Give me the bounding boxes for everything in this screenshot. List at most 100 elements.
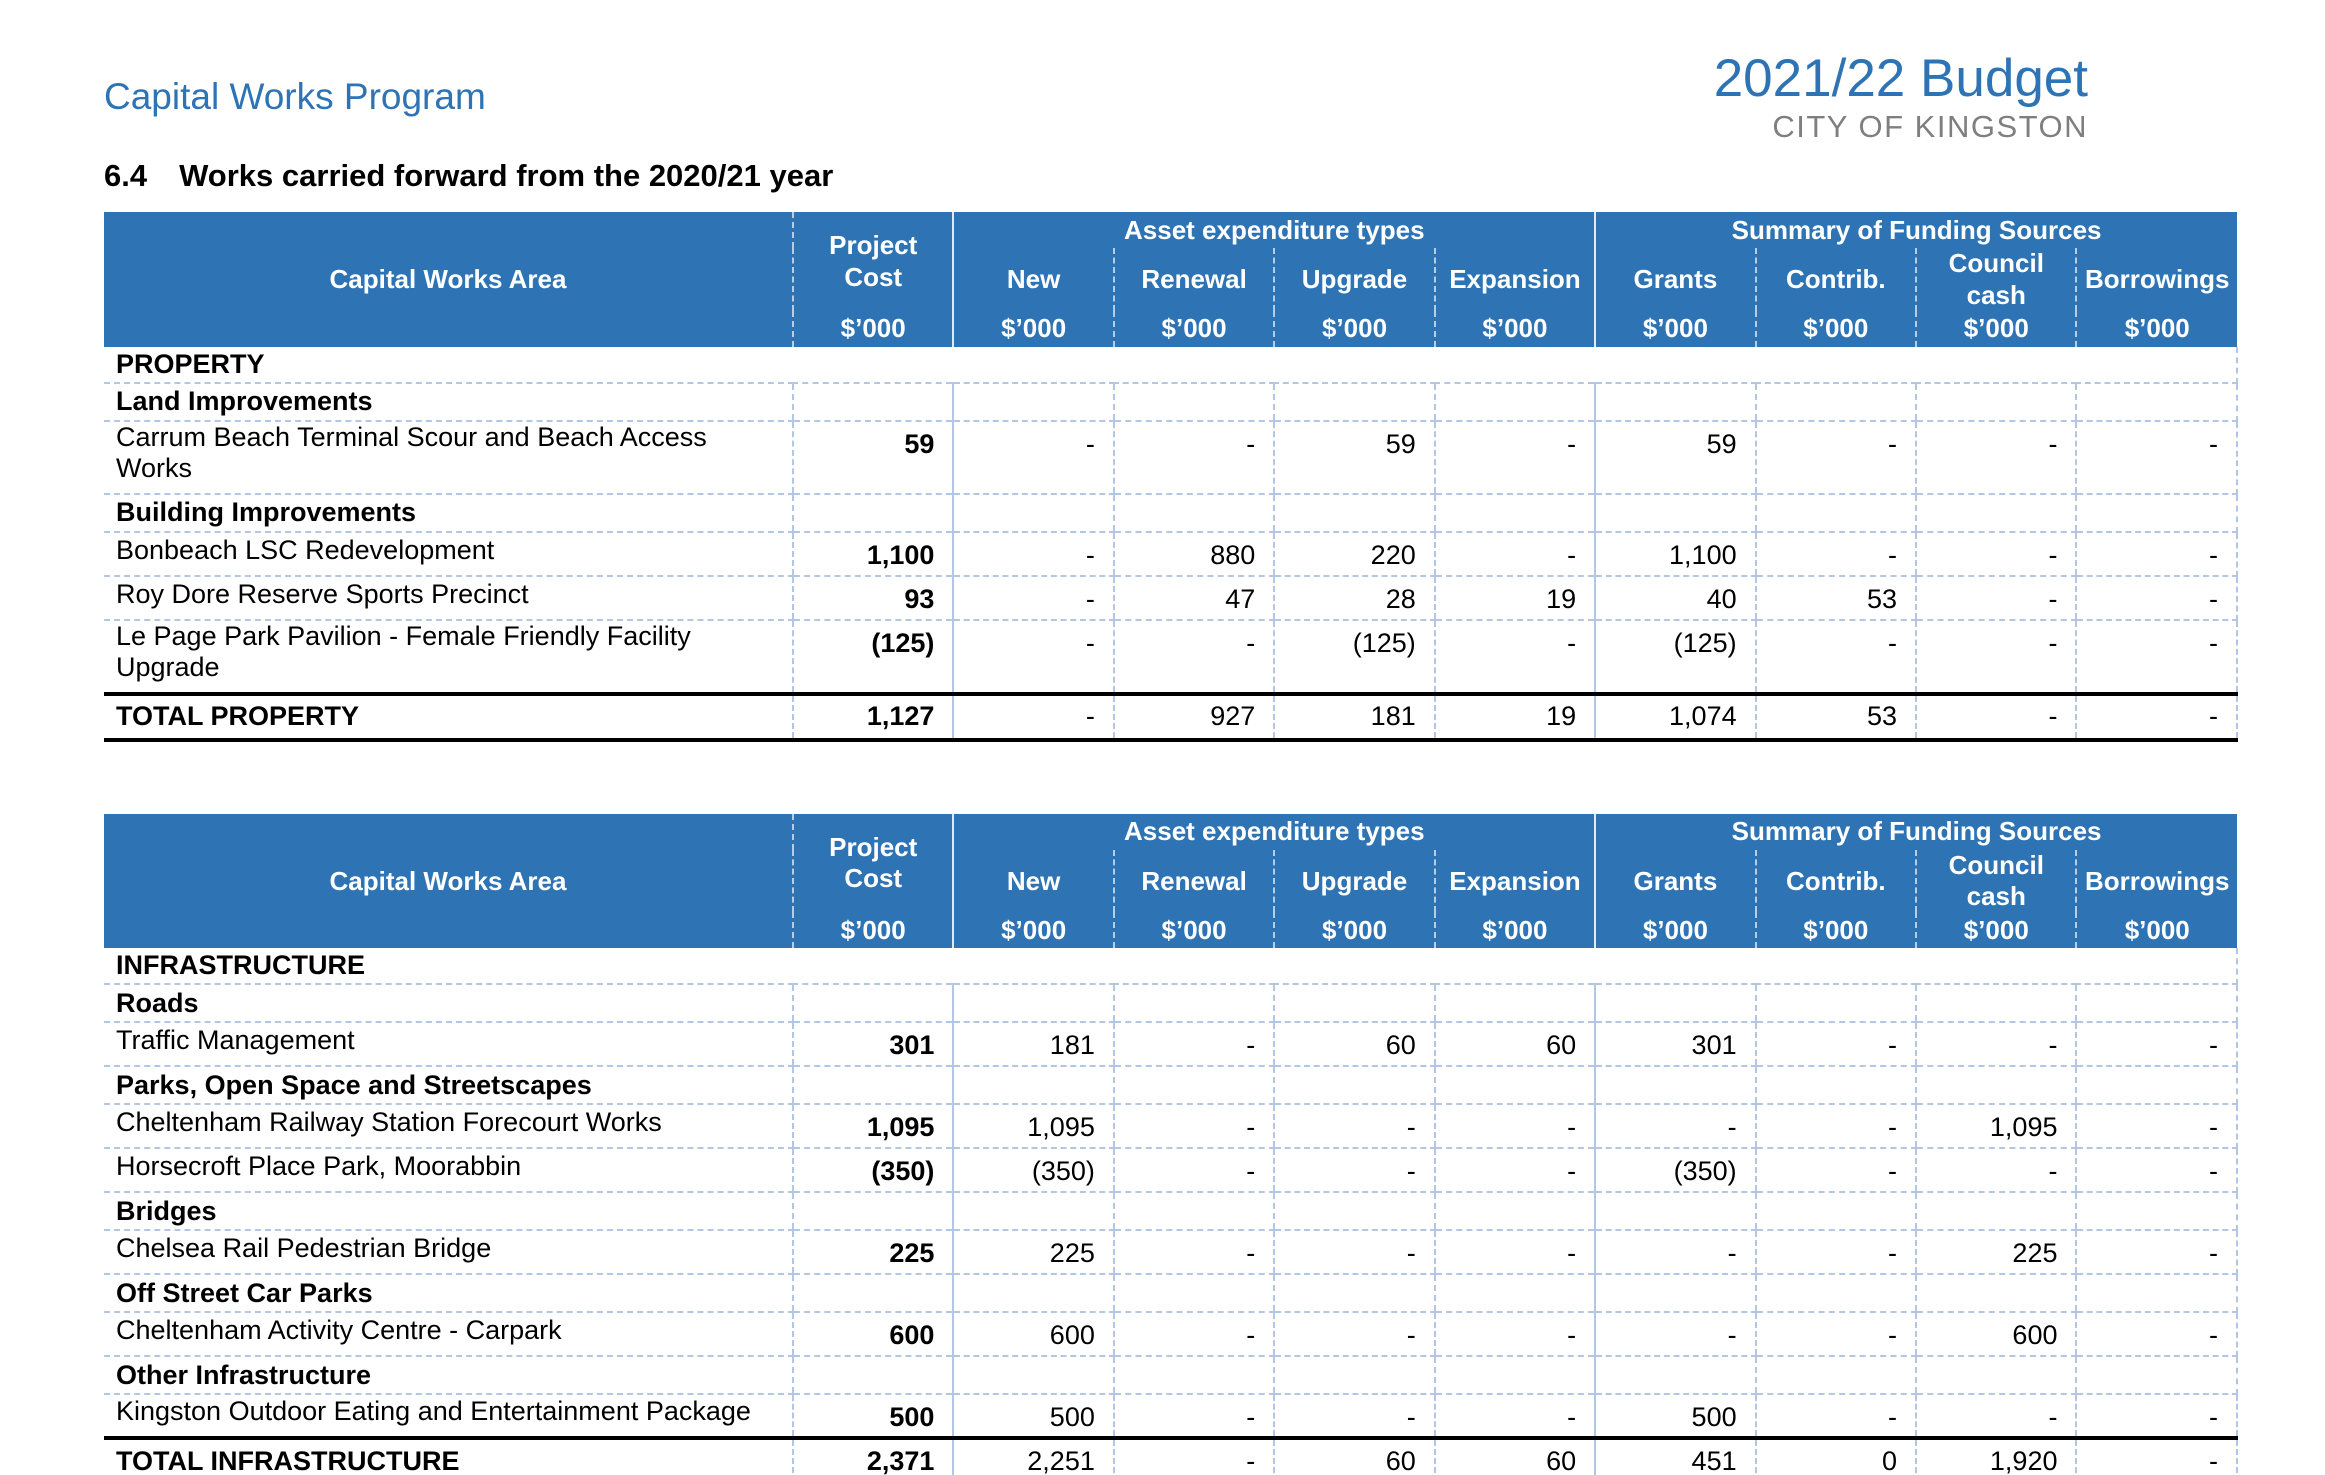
value-cell xyxy=(791,1192,954,1232)
document-header: Capital Works Program 2021/22 Budget CIT… xyxy=(104,0,2238,144)
value-cell: 1,100 xyxy=(791,531,954,577)
value-cell xyxy=(1754,1192,1917,1232)
value-cell: - xyxy=(2075,575,2238,621)
column-header: New xyxy=(952,248,1114,311)
value-cell xyxy=(2075,1356,2238,1396)
value-cell: 500 xyxy=(952,1394,1114,1440)
value-cell: (350) xyxy=(791,1148,954,1194)
value-cell xyxy=(2075,984,2238,1024)
column-header: Renewal xyxy=(1112,849,1275,913)
group-header: Asset expenditure types xyxy=(952,813,1596,850)
unit-header: $’000 xyxy=(1594,310,1756,347)
value-cell: - xyxy=(1433,420,1596,495)
value-cell xyxy=(1273,1192,1435,1232)
value-cell: 2,251 xyxy=(952,1436,1114,1475)
value-cell: - xyxy=(1112,1104,1275,1150)
table-head: Capital Works Area Project Cost Asset expe… xyxy=(104,212,2237,347)
value-cell: 60 xyxy=(1433,1436,1596,1475)
project-cost-header: Project Cost xyxy=(791,813,954,913)
value-cell: 60 xyxy=(1433,1022,1596,1068)
value-cell: - xyxy=(1754,619,1917,695)
value-cell xyxy=(2075,1066,2238,1106)
subsection-row: Land Improvements xyxy=(104,382,2238,422)
area-cell: Cheltenham Activity Centre - Carpark xyxy=(104,1312,793,1358)
value-cell xyxy=(1112,1356,1275,1396)
section-label-cell: PROPERTY xyxy=(104,346,2238,384)
value-cell: - xyxy=(952,420,1114,495)
value-cell xyxy=(1112,1066,1275,1106)
section-row: PROPERTY xyxy=(104,346,2238,384)
budget-block: 2021/22 Budget CITY OF KINGSTON xyxy=(1714,49,2088,144)
value-cell xyxy=(2075,382,2238,422)
value-cell xyxy=(1433,382,1596,422)
value-cell xyxy=(952,1356,1114,1396)
unit-header: $’000 xyxy=(791,912,954,949)
value-cell: - xyxy=(1754,420,1917,495)
value-cell: - xyxy=(1112,1436,1275,1475)
header-name-row: New Renewal Upgrade Expansion Grants Contrib.… xyxy=(104,849,2237,913)
value-cell: 59 xyxy=(791,420,954,495)
value-cell xyxy=(791,984,954,1024)
value-cell: - xyxy=(1433,1394,1596,1440)
value-cell xyxy=(1433,1356,1596,1396)
program-title: Capital Works Program xyxy=(104,76,486,117)
unit-header: $’000 xyxy=(2075,912,2237,949)
tables-container: Capital Works Area Project Cost Asset expe… xyxy=(104,212,2238,1475)
value-cell: 1,920 xyxy=(1915,1436,2077,1475)
value-cell xyxy=(1433,1192,1596,1232)
item-row: Bonbeach LSC Redevelopment 1,100-880 220-1… xyxy=(104,531,2238,577)
value-cell: - xyxy=(1915,1394,2077,1440)
value-cell xyxy=(1594,1192,1756,1232)
value-cell: 1,100 xyxy=(1594,531,1756,577)
value-cell xyxy=(1112,1274,1275,1314)
unit-header: $’000 xyxy=(952,912,1114,949)
section-number: 6.4 xyxy=(104,158,148,194)
value-cell xyxy=(1112,1192,1275,1232)
value-cell: - xyxy=(1433,1230,1596,1276)
area-cell: Le Page Park Pavilion - Female Friendly … xyxy=(104,619,793,695)
value-cell: 451 xyxy=(1594,1436,1756,1475)
value-cell xyxy=(1915,1066,2077,1106)
column-header: Grants xyxy=(1594,849,1756,913)
value-cell xyxy=(1273,1066,1435,1106)
project-cost-header: Project Cost xyxy=(791,212,954,311)
value-cell xyxy=(1594,382,1756,422)
item-row: Chelsea Rail Pedestrian Bridge 225 225- - - -… xyxy=(104,1230,2238,1276)
capital-works-table-property: Capital Works Area Project Cost Asset expe… xyxy=(104,212,2238,742)
value-cell xyxy=(1754,984,1917,1024)
table-body: PROPERTY Land Improvements Carrum Beach Te… xyxy=(104,346,2238,742)
value-cell: 53 xyxy=(1754,575,1917,621)
column-header: Upgrade xyxy=(1273,248,1435,311)
value-cell: (125) xyxy=(1273,619,1435,695)
unit-header: $’000 xyxy=(2075,310,2237,347)
value-cell: - xyxy=(2075,420,2238,495)
area-cell: Bridges xyxy=(104,1192,793,1232)
value-cell xyxy=(1594,493,1756,533)
area-cell: Land Improvements xyxy=(104,382,793,422)
column-header: Upgrade xyxy=(1273,849,1435,913)
value-cell: 19 xyxy=(1433,575,1596,621)
value-cell: (125) xyxy=(791,619,954,695)
value-cell xyxy=(2075,493,2238,533)
value-cell: 225 xyxy=(791,1230,954,1276)
area-cell: Off Street Car Parks xyxy=(104,1274,793,1314)
value-cell: 59 xyxy=(1594,420,1756,495)
value-cell: - xyxy=(1433,531,1596,577)
value-cell: 301 xyxy=(791,1022,954,1068)
value-cell xyxy=(1754,1356,1917,1396)
value-cell: 600 xyxy=(1915,1312,2077,1358)
subsection-row: Off Street Car Parks xyxy=(104,1274,2238,1314)
value-cell xyxy=(1273,493,1435,533)
unit-header: $’000 xyxy=(1273,912,1435,949)
value-cell xyxy=(1754,1274,1917,1314)
value-cell xyxy=(952,382,1114,422)
value-cell: 47 xyxy=(1112,575,1275,621)
value-cell xyxy=(1915,493,2077,533)
value-cell: - xyxy=(1754,1148,1917,1194)
value-cell: - xyxy=(1433,1148,1596,1194)
group-header: Asset expenditure types xyxy=(952,212,1596,249)
value-cell xyxy=(1273,382,1435,422)
value-cell: 600 xyxy=(791,1312,954,1358)
value-cell: - xyxy=(1915,575,2077,621)
unit-header: $’000 xyxy=(1754,310,1917,347)
